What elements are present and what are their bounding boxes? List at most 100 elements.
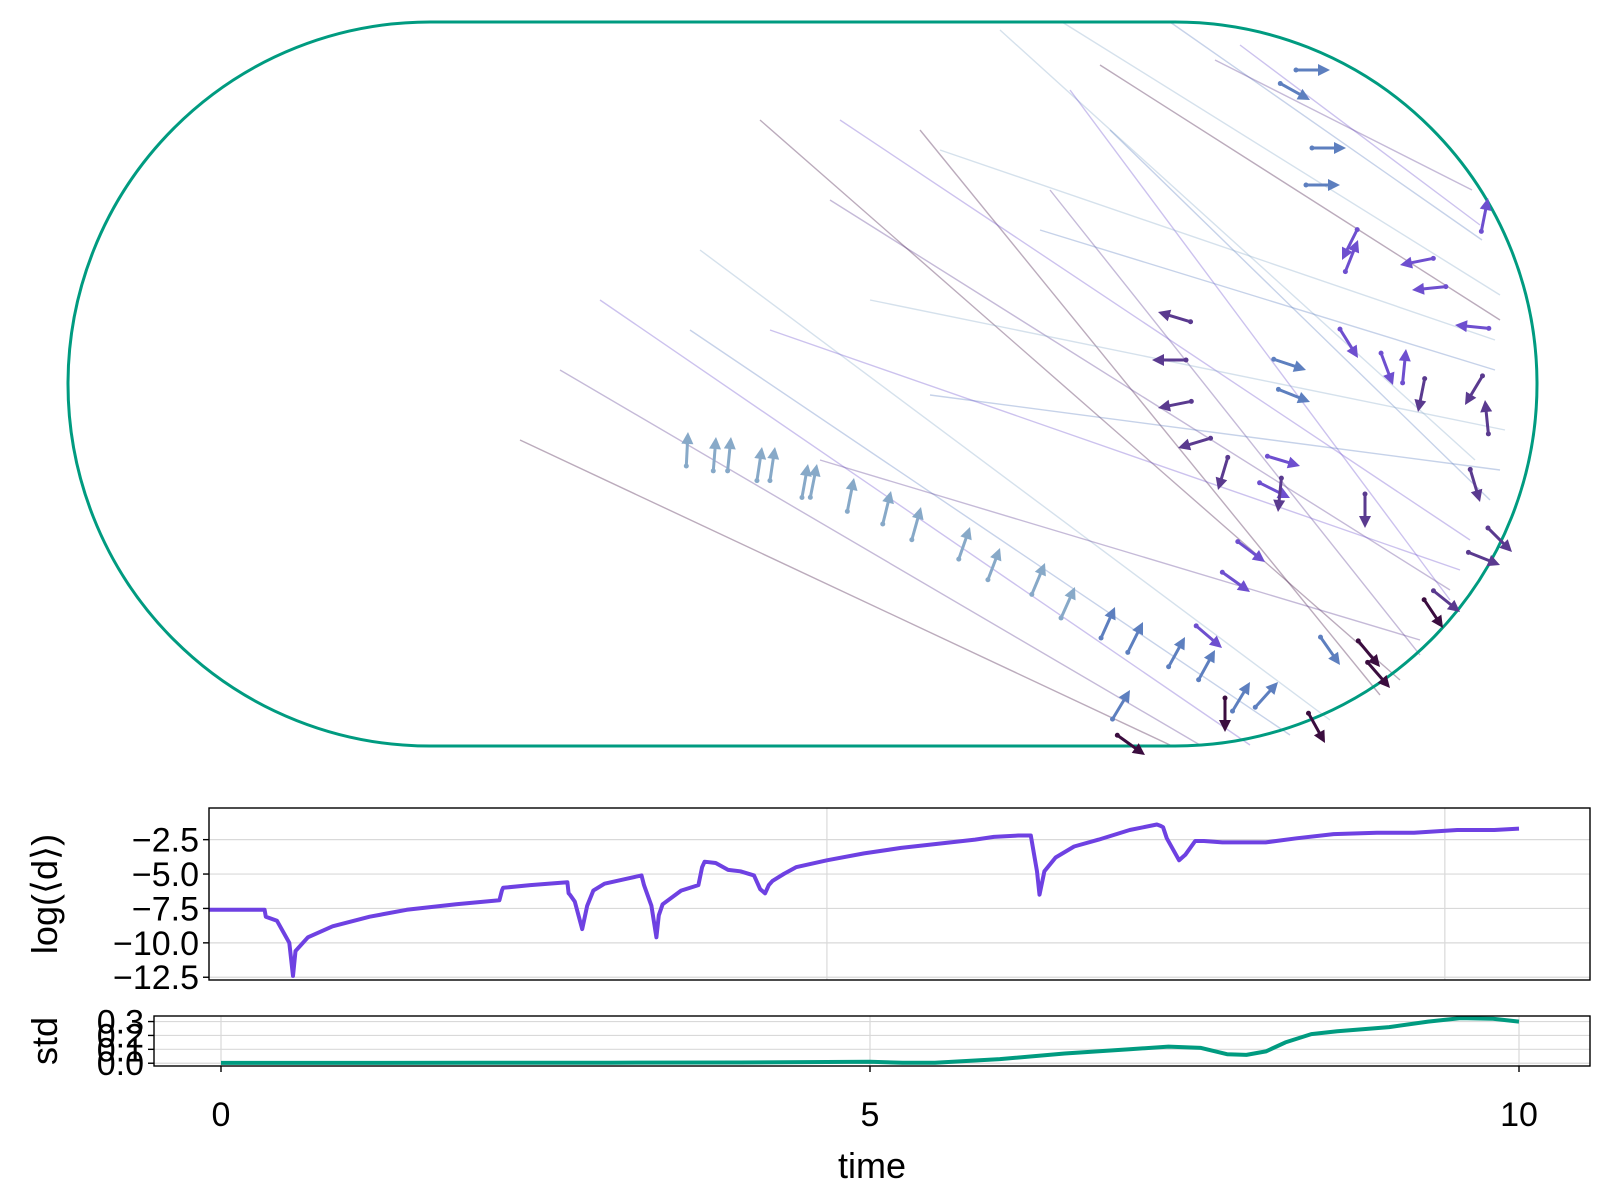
y-tick-label: −10.0 (113, 925, 199, 963)
particle-arrow (1309, 142, 1346, 154)
particle-arrow (1058, 587, 1076, 621)
particle-arrow (1465, 549, 1500, 567)
trajectory-line (1069, 89, 1451, 601)
particle-arrow (844, 478, 858, 514)
x-tick-label: 5 (861, 1096, 880, 1134)
particle-arrow (1455, 320, 1492, 333)
particle-arrow (767, 447, 780, 484)
particle-arrow (1414, 376, 1428, 412)
particle-arrow (1355, 638, 1380, 667)
trajectory-line (1214, 59, 1473, 191)
trajectory-line (819, 459, 1421, 641)
particle-arrow (1029, 563, 1046, 597)
trajectory-line (519, 439, 1171, 746)
particle-arrow (1271, 356, 1306, 372)
trajectory-line (1109, 129, 1491, 501)
trajectory-line (759, 119, 1401, 681)
trajectory-line (1061, 21, 1501, 296)
std-plot-frame (153, 1015, 1591, 1067)
particle-arrow (909, 507, 924, 543)
particle-arrow (1485, 525, 1512, 552)
particle-arrow (1252, 682, 1278, 710)
trajectory-line (999, 29, 1476, 461)
particle-arrow (985, 548, 1002, 583)
time-x-ticks: 0 5 10 (212, 1066, 1538, 1134)
distance-y-ticks: −2.5−5.0−7.5−10.0−12.5 (113, 822, 209, 997)
y-tick-label: 0.2 (97, 1017, 144, 1055)
particle-arrow (1125, 622, 1143, 655)
distance-grid (208, 808, 1590, 980)
std-grid (154, 1016, 1590, 1066)
particle-arrow (956, 527, 972, 562)
x-tick-label: 10 (1500, 1096, 1538, 1134)
distance-series-line (209, 822, 1520, 978)
particle-arrow (1342, 227, 1360, 260)
distance-y-axis-label: log(⟨d⟩) (24, 834, 65, 954)
y-tick-label: 0.1 (97, 1031, 144, 1069)
trajectory-line (829, 199, 1451, 591)
particle-arrow (1478, 198, 1492, 234)
particle-arrow (1158, 398, 1194, 412)
particle-arrow (1359, 491, 1371, 528)
particle-arrow (1400, 255, 1436, 269)
trajectory-line (1169, 21, 1483, 241)
particle-arrow (1430, 588, 1460, 612)
particle-arrow (1305, 710, 1325, 743)
trajectory-line (939, 149, 1496, 341)
y-tick-label: 0.3 (97, 1004, 144, 1042)
particle-arrow (1342, 240, 1360, 275)
trajectory-line (769, 329, 1461, 571)
trajectory-lines (519, 21, 1506, 746)
y-tick-label: 0.0 (97, 1045, 144, 1083)
y-tick-label: −2.5 (132, 822, 199, 860)
y-tick-label: −7.5 (132, 890, 199, 928)
trajectory-line (929, 394, 1501, 471)
particle-arrow (1235, 539, 1265, 562)
std-panel: 0.30.20.10.0 0 5 10 std time (24, 1004, 1591, 1186)
trajectory-line (599, 299, 1251, 746)
trajectory-line (1099, 64, 1501, 321)
y-tick-label: −5.0 (132, 856, 199, 894)
particle-arrow (1378, 350, 1395, 385)
trajectory-line (689, 329, 1291, 736)
particle-arrow (1219, 695, 1231, 732)
particle-arrow (681, 432, 694, 469)
particle-arrow (1398, 349, 1411, 386)
y-tick-label: −12.5 (113, 959, 199, 997)
particle-arrow (1114, 732, 1145, 755)
particle-arrow (709, 437, 722, 474)
particle-arrow (754, 447, 767, 484)
trajectory-line (1239, 44, 1481, 226)
particle-arrow (1421, 597, 1443, 628)
std-y-axis-label: std (24, 1017, 65, 1065)
particle-arrow (723, 437, 736, 474)
particle-arrow (1318, 634, 1340, 665)
x-tick-label: 0 (212, 1096, 231, 1134)
particle-arrow (1275, 386, 1310, 404)
particle-arrow (1303, 179, 1340, 191)
std-y-ticks: 0.30.20.10.0 (97, 1004, 154, 1083)
trajectory-line (869, 299, 1506, 431)
particle-arrow (1196, 650, 1215, 683)
particle-arrow (1152, 354, 1189, 366)
trajectory-line (1049, 189, 1421, 656)
particle-arrow (1412, 282, 1449, 295)
particle-arrow (1257, 480, 1290, 498)
trajectory-line (839, 119, 1471, 541)
particle-arrow (1480, 400, 1493, 437)
particle-arrow (1293, 64, 1330, 76)
stadium-boundary (66, 20, 1539, 748)
particle-arrow (1337, 326, 1358, 358)
particle-arrow (1110, 690, 1130, 722)
particle-arrow (1264, 453, 1300, 469)
particle-arrow (799, 464, 812, 500)
particle-arrow (1273, 475, 1286, 512)
trajectory-line (559, 369, 1201, 746)
particle-arrow (1215, 454, 1231, 490)
particle-arrow (1193, 623, 1222, 648)
particle-arrow (1277, 80, 1310, 100)
distance-panel: −2.5−5.0−7.5−10.0−12.5 log(⟨d⟩) (24, 807, 1591, 997)
trajectory-line (699, 249, 1331, 721)
particle-arrow (1219, 569, 1250, 592)
particle-arrow (1230, 682, 1250, 714)
